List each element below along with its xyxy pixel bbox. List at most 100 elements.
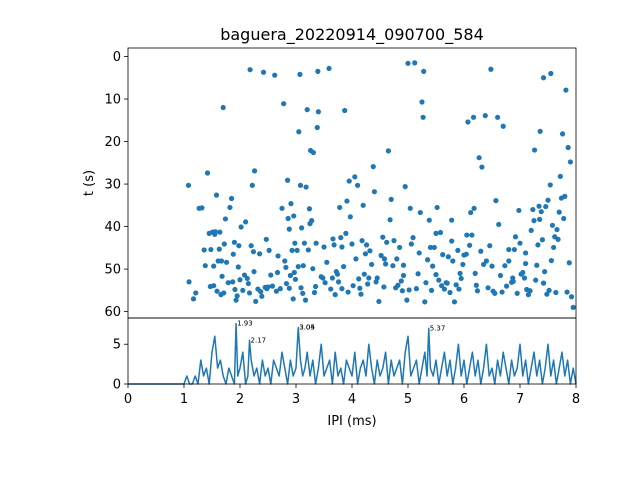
scatter-point: [531, 147, 538, 153]
scatter-plot-area: 0 10 20 30 40 50 60: [104, 47, 577, 320]
scatter-point: [395, 282, 401, 288]
scatter-point: [248, 243, 254, 249]
scatter-point: [251, 269, 257, 275]
scatter-point: [476, 155, 482, 161]
scatter-point: [564, 289, 570, 295]
scatter-point: [440, 252, 446, 258]
peak-annotation: 3.05: [299, 324, 315, 332]
scatter-point: [453, 282, 459, 288]
scatter-point: [437, 229, 444, 236]
scatter-point: [320, 275, 326, 281]
scatter-point: [322, 280, 328, 286]
scatter-point: [456, 286, 462, 292]
scatter-point: [300, 263, 306, 269]
scatter-point: [221, 241, 227, 247]
scatter-point: [516, 207, 522, 214]
scatter-point: [360, 202, 366, 208]
scatter-point: [291, 269, 297, 276]
scatter-point: [281, 101, 287, 107]
y-axis-label: t (s): [82, 170, 97, 196]
scatter-point: [420, 114, 426, 120]
scatter-point: [357, 285, 363, 291]
scatter-point: [272, 72, 278, 78]
scatter-point: [302, 297, 309, 303]
scatter-point: [538, 209, 544, 215]
scatter-point: [426, 217, 432, 223]
scatter-point: [303, 184, 309, 190]
scatter-point: [431, 244, 437, 251]
scatter-point: [253, 298, 259, 305]
scatter-point: [300, 290, 306, 296]
scatter-point: [362, 251, 369, 257]
scatter-point: [292, 240, 298, 246]
scatter-point: [350, 283, 356, 289]
scatter-point: [388, 196, 394, 202]
scatter-point: [449, 217, 455, 223]
scatter-point: [359, 238, 365, 244]
y-tick-label: 20: [104, 135, 121, 150]
scatter-point: [307, 221, 313, 227]
scatter-point: [415, 271, 421, 277]
scatter-point: [344, 198, 350, 204]
scatter-point: [326, 65, 332, 72]
peak-annotation: 5.37: [430, 324, 446, 332]
scatter-point: [565, 144, 571, 151]
scatter-point: [264, 286, 270, 292]
scatter-point: [495, 114, 501, 120]
x-tick-label: 7: [516, 392, 524, 407]
scatter-point: [531, 218, 537, 224]
scatter-point: [291, 213, 297, 219]
scatter-point: [555, 236, 561, 242]
scatter-point: [496, 221, 502, 228]
scatter-point: [404, 297, 410, 303]
scatter-point: [543, 203, 549, 210]
scatter-point: [370, 164, 376, 170]
scatter-point: [234, 293, 240, 299]
scatter-point: [472, 270, 478, 276]
scatter-point: [412, 60, 418, 66]
scatter-point: [410, 235, 416, 241]
scatter-point: [444, 280, 450, 286]
scatter-point: [310, 266, 316, 272]
scatter-point: [512, 234, 519, 240]
scatter-point: [511, 246, 517, 253]
scatter-point: [547, 182, 553, 188]
scatter-point: [433, 230, 439, 236]
scatter-point: [283, 280, 290, 287]
scatter-point: [378, 252, 384, 259]
scatter-point: [497, 272, 503, 279]
scatter-point: [225, 280, 231, 286]
scatter-point: [482, 113, 488, 119]
scatter-point: [311, 289, 318, 296]
scatter-point: [537, 128, 543, 134]
scatter-point: [385, 148, 391, 154]
scatter-point: [557, 173, 563, 180]
chart-title: baguera_20220914_090700_584: [220, 25, 484, 45]
x-tick-label: 2: [236, 392, 244, 407]
scatter-point: [230, 279, 236, 285]
scatter-point: [363, 242, 370, 248]
scatter-point: [313, 240, 319, 246]
scatter-point: [500, 123, 506, 129]
y-tick-label: 10: [104, 93, 121, 108]
scatter-point: [523, 250, 529, 256]
ipi-histogram-line: [128, 322, 577, 385]
scatter-point: [339, 286, 345, 292]
scatter-point: [503, 283, 510, 289]
scatter-point: [474, 288, 481, 294]
scatter-point: [447, 289, 453, 296]
scatter-point: [211, 263, 217, 269]
scatter-point: [345, 289, 351, 295]
scatter-point: [408, 241, 414, 247]
scatter-point: [306, 206, 313, 212]
scatter-point: [376, 298, 382, 305]
scatter-point: [540, 75, 547, 81]
scatter-point: [381, 256, 388, 262]
scatter-point: [562, 193, 568, 199]
scatter-point: [423, 280, 429, 286]
scatter-point: [469, 232, 475, 238]
scatter-point: [238, 224, 244, 230]
scatter-point: [251, 168, 258, 174]
scatter-point: [489, 263, 495, 269]
scatter-point: [332, 292, 338, 298]
